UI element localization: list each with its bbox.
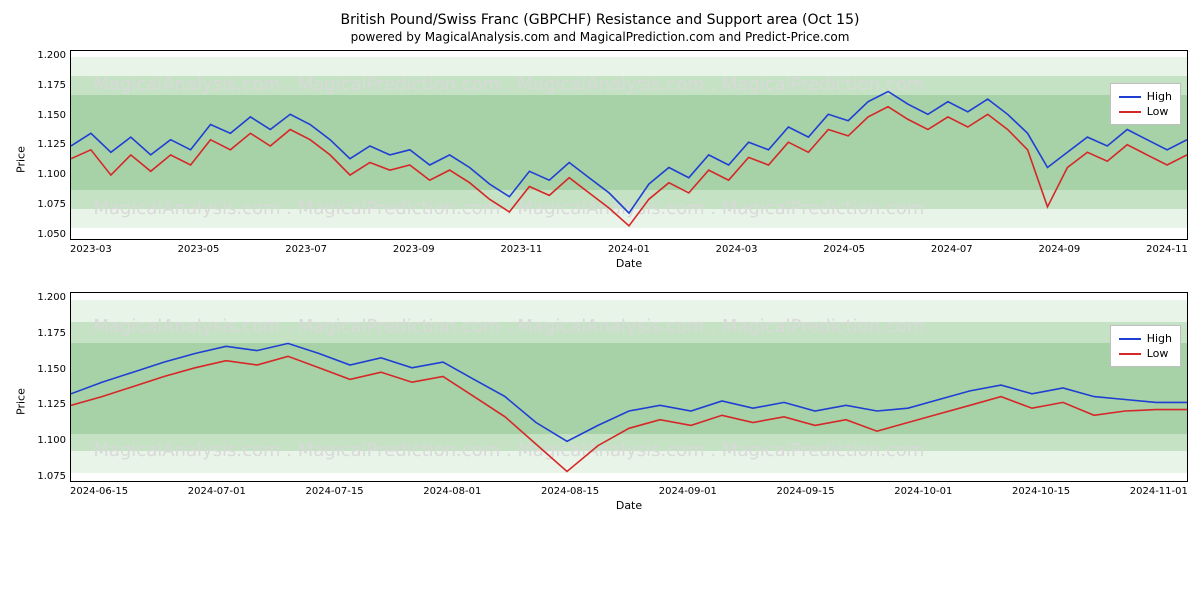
- chart-1-xticks: 2023-032023-052023-072023-092023-112024-…: [70, 240, 1188, 255]
- chart-2-ylabel: Price: [12, 292, 30, 512]
- title-block: British Pound/Swiss Franc (GBPCHF) Resis…: [12, 12, 1188, 44]
- chart-1-ylabel: Price: [12, 50, 30, 270]
- main-title: British Pound/Swiss Franc (GBPCHF) Resis…: [12, 12, 1188, 28]
- chart-2-yticks: 1.2001.1751.1501.1251.1001.075: [30, 292, 70, 482]
- chart-1-plot-area: MagicalAnalysis.com . MagicalPrediction.…: [70, 50, 1188, 240]
- chart-1-row: Price 1.2001.1751.1501.1251.1001.0751.05…: [12, 50, 1188, 270]
- chart-2-xlabel: Date: [70, 499, 1188, 512]
- sub-title: powered by MagicalAnalysis.com and Magic…: [12, 30, 1188, 44]
- chart-2-row: Price 1.2001.1751.1501.1251.1001.075 Mag…: [12, 292, 1188, 512]
- chart-2-plot-col: MagicalAnalysis.com . MagicalPrediction.…: [70, 292, 1188, 512]
- chart-1-yticks: 1.2001.1751.1501.1251.1001.0751.050: [30, 50, 70, 240]
- chart-2-plot-area: MagicalAnalysis.com . MagicalPrediction.…: [70, 292, 1188, 482]
- chart-1-xlabel: Date: [70, 257, 1188, 270]
- chart-1-plot-col: MagicalAnalysis.com . MagicalPrediction.…: [70, 50, 1188, 270]
- chart-2-xticks: 2024-06-152024-07-012024-07-152024-08-01…: [70, 482, 1188, 497]
